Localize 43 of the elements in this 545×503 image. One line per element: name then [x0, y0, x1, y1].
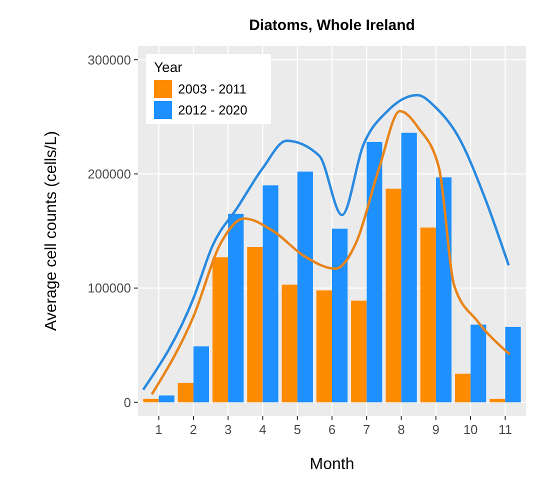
x-tick-label: 9: [432, 422, 440, 437]
bar: [262, 185, 278, 402]
legend-label: 2003 - 2011: [178, 82, 246, 97]
x-tick-label: 6: [328, 422, 336, 437]
x-tick-label: 10: [463, 422, 478, 437]
bar: [228, 214, 244, 402]
y-tick-label: 200000: [88, 166, 131, 182]
x-tick-label: 11: [498, 422, 512, 437]
y-tick-label: 100000: [88, 280, 131, 296]
bar: [297, 172, 313, 402]
y-axis-title: Average cell counts (cells/L): [43, 131, 60, 331]
bar: [247, 246, 263, 402]
bar: [282, 284, 298, 402]
bar: [386, 188, 402, 402]
x-tick-label: 2: [190, 422, 198, 437]
y-tick-label: 300000: [88, 52, 131, 68]
bar: [366, 142, 382, 402]
x-tick-label: 1: [155, 422, 162, 437]
chart-title: Diatoms, Whole Ireland: [249, 17, 415, 34]
bar: [351, 300, 367, 402]
bar: [193, 346, 210, 402]
bar: [470, 324, 486, 402]
bar: [158, 395, 174, 402]
x-tick-label: 7: [363, 422, 370, 437]
bar: [212, 257, 228, 402]
bar: [454, 374, 471, 402]
bar: [143, 398, 159, 402]
x-tick-label: 3: [224, 422, 232, 437]
y-tick-label: 0: [124, 394, 131, 410]
x-tick-label: 8: [398, 422, 405, 437]
bar: [505, 326, 521, 402]
x-tick-label: 5: [294, 422, 301, 437]
bar: [178, 382, 194, 402]
bar: [401, 132, 417, 402]
bar: [332, 228, 348, 402]
legend-label: 2012 - 2020: [178, 102, 248, 118]
legend-title: Year: [154, 59, 183, 75]
bar: [316, 290, 332, 402]
bar: [436, 177, 452, 402]
x-axis-title: Month: [310, 456, 354, 473]
x-tick-label: 4: [259, 422, 266, 437]
bar: [420, 228, 436, 402]
bar: [490, 398, 506, 402]
